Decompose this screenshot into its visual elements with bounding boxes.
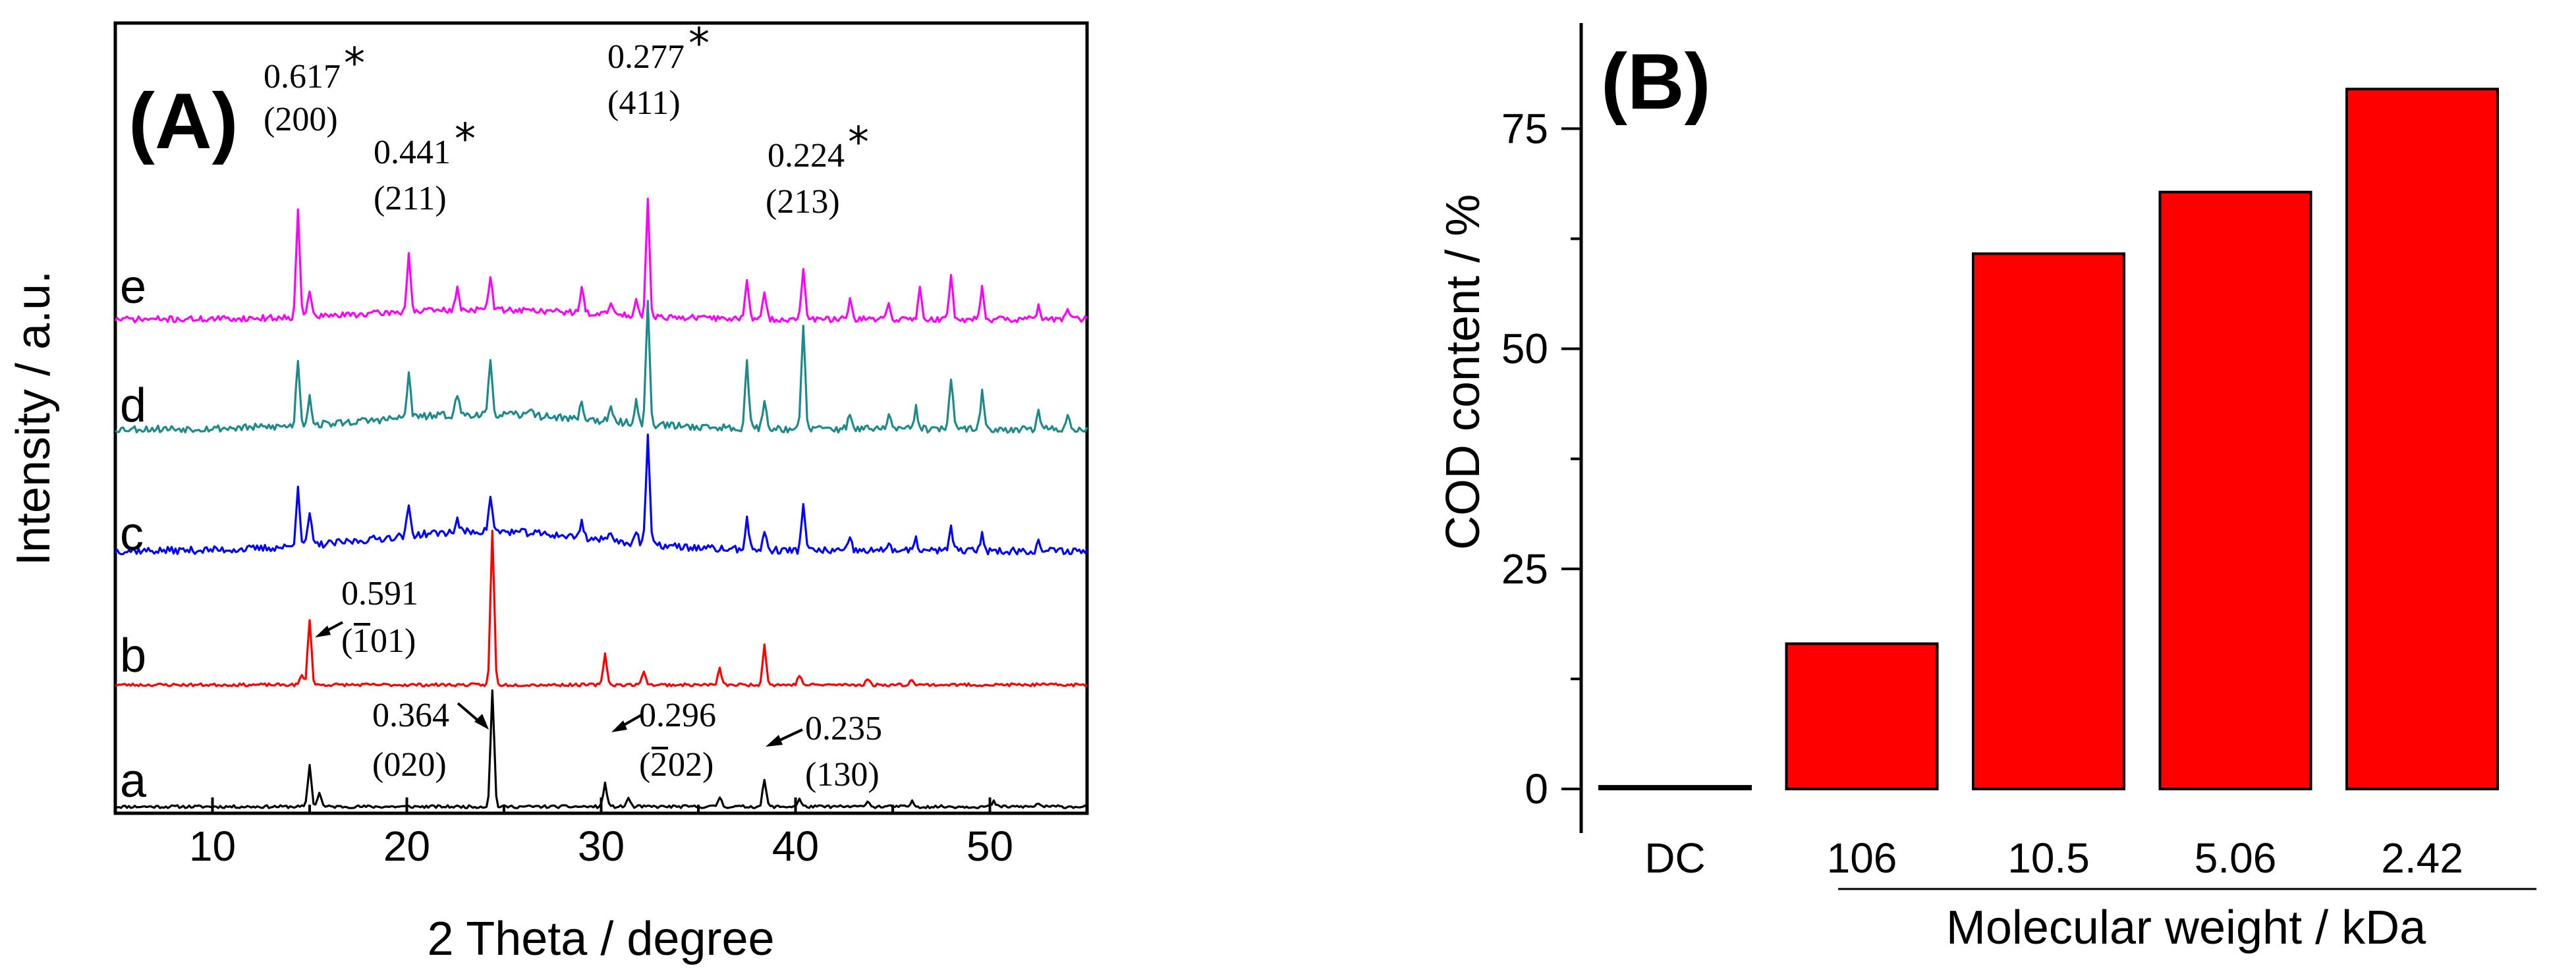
trace-d bbox=[115, 300, 1088, 434]
annotation-hkl-211: (211) bbox=[374, 180, 447, 217]
bar-10.5 bbox=[1972, 252, 2125, 791]
x-tick-label-10: 10 bbox=[189, 822, 236, 870]
y-tick-label-50: 50 bbox=[1501, 325, 1548, 373]
y-tick-label-0: 0 bbox=[1525, 765, 1548, 813]
annotation-d-0441: 0.441 bbox=[374, 134, 451, 171]
annotation-star-0277: * bbox=[688, 20, 710, 68]
annotation-hkl-411: (411) bbox=[607, 84, 681, 122]
arrow-0591 bbox=[315, 621, 343, 637]
svg-text:02): 02) bbox=[668, 746, 714, 784]
panel-a-frame bbox=[113, 21, 1089, 815]
annotation-d-0224: 0.224 bbox=[768, 137, 845, 175]
x-tick-label-50: 50 bbox=[966, 822, 1013, 870]
annotation-d-0296: 0.296 bbox=[639, 697, 716, 734]
annotation-d-0277: 0.277 bbox=[607, 38, 685, 76]
panel-b-y-ticks: 0 25 50 75 bbox=[1501, 105, 1581, 813]
panel-a-x-ticks: 10 20 30 40 50 bbox=[114, 797, 1088, 870]
panel-a: 10 20 30 40 50 (A) 2 Theta / degree Intensit… bbox=[7, 20, 1089, 965]
svg-text:2: 2 bbox=[650, 746, 667, 784]
x-category-label-106: 106 bbox=[1827, 834, 1897, 882]
panel-b-label: (B) bbox=[1601, 38, 1711, 126]
annotation-d-0364: 0.364 bbox=[372, 697, 449, 734]
annotation-hkl-minus1-01: ( 1 01) bbox=[341, 622, 416, 660]
annotation-star-0224: * bbox=[848, 119, 869, 167]
trace-label-c: c bbox=[120, 508, 144, 560]
annotation-star-0441: * bbox=[455, 115, 476, 164]
bar-5.06 bbox=[2158, 190, 2312, 791]
panel-b: 0 25 50 75 DC 106 10.5 5.06 2.42 (B) Molecular … bbox=[1437, 23, 2536, 954]
panel-b-x-axis-title: Molecular weight / kDa bbox=[1946, 901, 2426, 954]
svg-text:1: 1 bbox=[352, 622, 370, 660]
bar-DC bbox=[1598, 785, 1752, 791]
svg-text:(: ( bbox=[341, 622, 352, 660]
annotation-hkl-213: (213) bbox=[766, 183, 840, 221]
y-tick-label-75: 75 bbox=[1501, 105, 1548, 152]
x-category-label-5.06: 5.06 bbox=[2195, 834, 2277, 882]
x-tick-label-20: 20 bbox=[383, 822, 430, 870]
y-tick-label-25: 25 bbox=[1501, 545, 1548, 593]
x-category-label-2.42: 2.42 bbox=[2381, 834, 2463, 882]
trace-c bbox=[114, 433, 1088, 556]
annotation-hkl-200: (200) bbox=[264, 101, 338, 138]
panel-b-y-axis-title: COD content / % bbox=[1437, 194, 1490, 550]
arrow-0296 bbox=[611, 713, 643, 732]
x-tick-label-30: 30 bbox=[578, 822, 625, 870]
arrow-0235 bbox=[766, 728, 803, 747]
annotation-star-0617: * bbox=[344, 40, 365, 88]
panel-a-traces bbox=[114, 198, 1088, 809]
bar-106 bbox=[1785, 642, 1939, 791]
trace-e bbox=[114, 198, 1088, 324]
svg-text:01): 01) bbox=[370, 622, 416, 660]
trace-b bbox=[115, 529, 1088, 687]
panel-a-label: (A) bbox=[128, 77, 238, 165]
trace-a bbox=[115, 689, 1088, 809]
x-category-label-10.5: 10.5 bbox=[2007, 834, 2090, 882]
panel-b-bars bbox=[1598, 88, 2499, 791]
panel-a-x-axis-title: 2 Theta / degree bbox=[427, 913, 774, 965]
svg-text:(: ( bbox=[639, 746, 650, 784]
annotation-d-0235: 0.235 bbox=[805, 710, 882, 747]
annotation-hkl-020: (020) bbox=[372, 746, 447, 784]
trace-label-e: e bbox=[120, 261, 146, 313]
bar-2.42 bbox=[2345, 88, 2499, 791]
panel-a-y-axis-title: Intensity / a.u. bbox=[7, 271, 60, 566]
annotation-d-0591: 0.591 bbox=[341, 575, 418, 612]
trace-label-b: b bbox=[120, 630, 146, 682]
panel-b-x-labels: DC 106 10.5 5.06 2.42 bbox=[1644, 834, 2463, 882]
annotation-hkl-minus2-02: ( 2 02) bbox=[639, 746, 714, 784]
trace-label-d: d bbox=[120, 379, 146, 432]
annotation-d-0617: 0.617 bbox=[264, 58, 341, 95]
arrow-0364 bbox=[457, 702, 489, 730]
trace-label-a: a bbox=[120, 755, 147, 807]
x-tick-label-40: 40 bbox=[772, 822, 819, 870]
annotation-hkl-130: (130) bbox=[805, 756, 880, 793]
x-category-label-DC: DC bbox=[1644, 834, 1705, 882]
